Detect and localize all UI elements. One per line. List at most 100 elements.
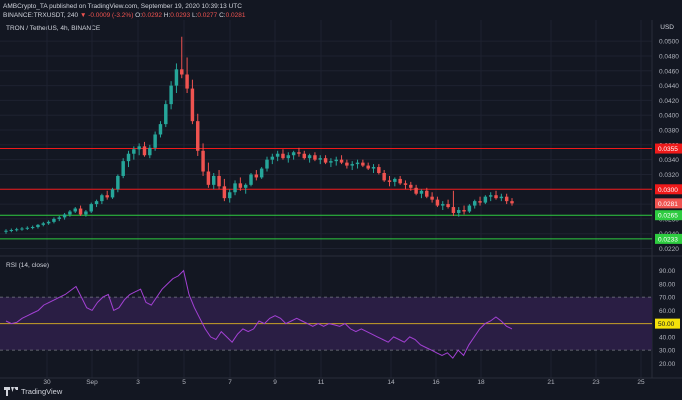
candle-body bbox=[286, 155, 291, 159]
candle bbox=[510, 198, 514, 206]
candle-body bbox=[350, 164, 354, 166]
candle-body bbox=[89, 204, 93, 212]
candle-body bbox=[329, 161, 333, 163]
rsi-tick-label: 60.00 bbox=[659, 308, 676, 315]
candle-body bbox=[366, 165, 370, 169]
candle bbox=[110, 187, 115, 199]
candle-body bbox=[297, 152, 301, 154]
candle bbox=[478, 196, 482, 206]
candle bbox=[169, 81, 173, 110]
candle bbox=[206, 162, 211, 188]
candle bbox=[329, 158, 333, 168]
candle bbox=[243, 183, 248, 194]
brand-text: TradingView bbox=[21, 387, 63, 396]
candle bbox=[382, 170, 386, 182]
tradingview-logo[interactable]: TradingView bbox=[4, 387, 62, 396]
price-badge: 0.0355 bbox=[655, 143, 682, 154]
price-tick-label: 0.0340 bbox=[659, 157, 679, 164]
low-key: L: bbox=[191, 12, 198, 19]
candle-body bbox=[249, 174, 253, 185]
candle bbox=[238, 177, 243, 191]
candle-body bbox=[393, 178, 397, 182]
candle bbox=[217, 170, 221, 190]
candle-body bbox=[57, 217, 61, 219]
candle-body bbox=[73, 208, 77, 212]
candle bbox=[366, 162, 370, 171]
candle bbox=[116, 174, 120, 193]
candle bbox=[403, 180, 408, 190]
price-badge-bg bbox=[655, 143, 682, 154]
candle bbox=[488, 192, 493, 202]
candle bbox=[14, 227, 19, 232]
time-tick-label: 18 bbox=[477, 379, 485, 386]
candle-body bbox=[227, 192, 232, 199]
candle bbox=[286, 152, 291, 163]
candle-body bbox=[238, 183, 243, 188]
candle bbox=[297, 147, 301, 157]
candle-body bbox=[291, 152, 296, 156]
ohlc-line: BINANCE:TRXUSDT, 240 ▼ -0.0009 (-3.2%) O… bbox=[3, 11, 245, 20]
candle bbox=[318, 155, 322, 165]
candle bbox=[323, 155, 328, 165]
price-badge-bg bbox=[655, 233, 682, 244]
open-key: O: bbox=[135, 12, 143, 19]
price-tick-label: 0.0440 bbox=[659, 83, 679, 90]
candle-body bbox=[345, 162, 349, 166]
candle-body bbox=[217, 175, 221, 187]
candle bbox=[164, 100, 168, 128]
candle bbox=[494, 190, 498, 200]
candle bbox=[190, 79, 195, 125]
candle-body bbox=[435, 199, 440, 206]
time-tick-label: 3 bbox=[136, 379, 140, 386]
candle bbox=[137, 143, 141, 156]
candle-body bbox=[233, 183, 237, 193]
candle-body bbox=[142, 146, 147, 156]
price-badge-label: 0.0265 bbox=[658, 213, 678, 220]
published-line: AMBCrypto_TA published on TradingView.co… bbox=[3, 3, 242, 10]
candle bbox=[126, 150, 131, 168]
candle bbox=[211, 172, 216, 190]
rsi-badge: 50.00 bbox=[655, 318, 680, 329]
candle-body bbox=[84, 211, 88, 215]
price-tick-label: 0.0480 bbox=[659, 53, 679, 60]
candle-body bbox=[52, 218, 56, 222]
price-tick-label: 0.0380 bbox=[659, 128, 679, 135]
time-tick-label: 11 bbox=[318, 379, 325, 386]
currency-label[interactable]: USD bbox=[660, 24, 674, 31]
price-badge-label: 0.0281 bbox=[658, 201, 678, 208]
price-badge-bg bbox=[655, 210, 682, 221]
rsi-pane-legend[interactable]: RSI (14, close) bbox=[6, 262, 49, 269]
candle-body bbox=[419, 190, 424, 194]
candle-body bbox=[190, 88, 195, 122]
candle-body bbox=[164, 104, 168, 125]
candle bbox=[78, 205, 83, 216]
open-value: 0.0292 bbox=[142, 12, 162, 19]
candle bbox=[377, 164, 381, 175]
candle-body bbox=[398, 178, 402, 184]
price-badge: 0.0265 bbox=[655, 210, 682, 221]
candle bbox=[275, 150, 280, 162]
candle-body bbox=[100, 195, 104, 202]
candle-body bbox=[169, 85, 173, 105]
candle bbox=[142, 141, 147, 157]
candle bbox=[73, 207, 77, 213]
candle-body bbox=[137, 146, 141, 150]
time-tick-label: Sep bbox=[86, 379, 98, 386]
rsi-tick-label: 90.00 bbox=[659, 268, 676, 275]
candle-body bbox=[472, 201, 477, 206]
price-badge: 0.0300 bbox=[655, 184, 682, 195]
candle bbox=[185, 57, 189, 94]
candle bbox=[451, 190, 456, 216]
candle-body bbox=[259, 168, 264, 178]
low-value: 0.0277 bbox=[197, 12, 218, 19]
candle bbox=[94, 199, 99, 208]
candle bbox=[504, 193, 509, 205]
candle bbox=[9, 228, 14, 233]
price-badge-label: 0.0355 bbox=[658, 146, 678, 153]
candle bbox=[345, 159, 349, 169]
main-pane-legend[interactable]: TRON / TetherUS, 4h, BINANCE bbox=[6, 25, 101, 32]
candle bbox=[302, 150, 307, 160]
candle bbox=[254, 170, 259, 181]
rsi-tick-label: 80.00 bbox=[659, 281, 676, 288]
